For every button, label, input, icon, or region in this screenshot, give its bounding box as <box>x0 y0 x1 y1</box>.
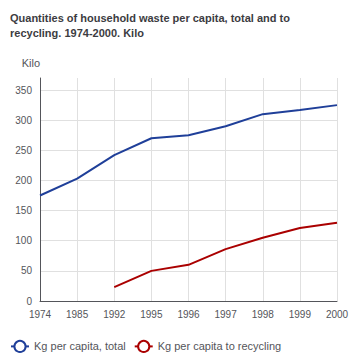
svg-text:2000: 2000 <box>326 309 349 320</box>
svg-text:1985: 1985 <box>66 309 89 320</box>
svg-text:Kg per capita to recycling: Kg per capita to recycling <box>158 340 282 352</box>
svg-text:150: 150 <box>15 205 32 216</box>
svg-text:200: 200 <box>15 175 32 186</box>
svg-text:1999: 1999 <box>289 309 312 320</box>
svg-text:100: 100 <box>15 235 32 246</box>
svg-text:0: 0 <box>26 296 32 307</box>
svg-text:1974: 1974 <box>29 309 52 320</box>
svg-text:1992: 1992 <box>103 309 126 320</box>
svg-text:recycling. 1974-2000. Kilo: recycling. 1974-2000. Kilo <box>10 27 144 39</box>
svg-text:1998: 1998 <box>252 309 275 320</box>
svg-text:Kilo: Kilo <box>22 57 40 69</box>
svg-text:1996: 1996 <box>177 309 200 320</box>
svg-text:50: 50 <box>21 265 33 276</box>
svg-text:250: 250 <box>15 145 32 156</box>
svg-text:350: 350 <box>15 85 32 96</box>
svg-text:Quantities of household waste: Quantities of household waste per capita… <box>10 12 290 24</box>
svg-text:1997: 1997 <box>215 309 238 320</box>
svg-text:300: 300 <box>15 115 32 126</box>
svg-text:1995: 1995 <box>140 309 163 320</box>
svg-text:Kg per capita, total: Kg per capita, total <box>34 340 126 352</box>
